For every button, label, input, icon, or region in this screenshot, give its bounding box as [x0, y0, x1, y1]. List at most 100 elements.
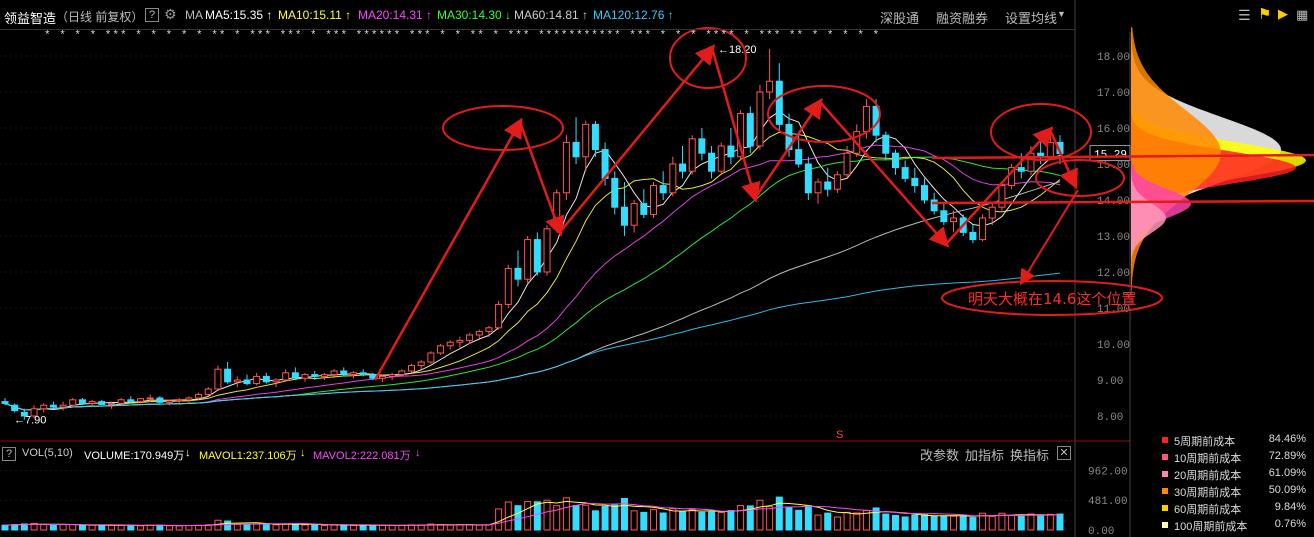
volume-bar: [446, 524, 454, 531]
price-tick-label: 10.00: [1097, 340, 1130, 352]
help-icon[interactable]: ?: [145, 8, 159, 22]
toolbar-lines-icon[interactable]: ☰: [1238, 7, 1251, 23]
cost-distribution-band: [1131, 27, 1166, 424]
volume-bar: [882, 513, 890, 531]
cost-legend-item: 10周期前成本 72.89%: [1162, 450, 1314, 465]
candle-body: [930, 199, 938, 212]
cost-legend-item: 100周期前成本 0.76%: [1162, 518, 1314, 533]
candle-body: [979, 217, 987, 241]
candle-body: [669, 163, 677, 194]
stock-name[interactable]: 领益智造: [4, 11, 57, 26]
candle-body: [233, 379, 241, 383]
volume-bar: [466, 524, 474, 531]
volume-bar: [1037, 515, 1045, 531]
candle-body: [388, 374, 396, 377]
volume-bar: [843, 511, 851, 531]
candle-body: [504, 267, 512, 305]
volume-bar: [679, 511, 687, 531]
volume-bar: [998, 512, 1006, 531]
volume-bar: [833, 516, 841, 531]
ma-item-2: MA20:14.31 ↑: [358, 8, 433, 22]
candle-body: [824, 181, 832, 190]
candle-body: [117, 399, 125, 404]
legend-pct: 0.76%: [1274, 518, 1306, 530]
volume-bar: [349, 524, 357, 531]
menu-margin-trading[interactable]: 融资融券: [936, 11, 989, 26]
volume-bar: [562, 497, 570, 531]
volume-bar: [572, 504, 580, 531]
volume-bar: [911, 514, 919, 531]
volume-bar: [475, 524, 483, 531]
close-icon[interactable]: ✕: [1057, 446, 1071, 460]
legend-swatch: [1162, 488, 1168, 494]
period-label[interactable]: （日线 前复权）: [56, 10, 144, 24]
volume-bar: [378, 524, 386, 531]
volume-tick-label: 0.00: [1088, 526, 1114, 537]
candle-body: [88, 401, 96, 404]
candle-body: [543, 228, 551, 273]
flag-icon[interactable]: ⚑: [1258, 6, 1272, 23]
volume-bar: [601, 505, 609, 531]
volume-bar: [969, 517, 977, 531]
cost-legend-item: 5周期前成本 84.46%: [1162, 433, 1314, 448]
chevron-down-icon[interactable]: ▼: [1057, 9, 1066, 19]
add-indicator-button[interactable]: 加指标: [965, 448, 1005, 463]
volume-bar: [804, 505, 812, 531]
play-icon[interactable]: ▶: [1278, 6, 1288, 21]
cost-distribution-band: [1131, 27, 1221, 424]
trend-arrow: [819, 101, 950, 248]
switch-indicator-button[interactable]: 换指标: [1010, 448, 1050, 463]
volume-bar: [117, 524, 125, 531]
change-params-button[interactable]: 改参数: [920, 448, 960, 463]
candle-body: [524, 239, 532, 280]
volume-value: VOLUME:170.949万: [84, 450, 185, 462]
price-tick-label: 17.00: [1097, 88, 1130, 100]
candle-body: [950, 217, 958, 223]
ma-item-4: MA60:14.81 ↑: [514, 8, 589, 22]
volume-bar: [495, 508, 503, 531]
volume-bar: [1056, 513, 1064, 531]
volume-bar: [330, 524, 338, 531]
note-arrow: [1019, 189, 1079, 286]
calendar-icon[interactable]: ▦: [1296, 7, 1309, 22]
volume-bar: [166, 525, 174, 531]
candle-body: [514, 267, 522, 280]
menu-shenguttong[interactable]: 深股通: [880, 11, 920, 26]
candle-body: [408, 365, 416, 372]
ma-item-3: MA30:14.30 ↓: [437, 8, 512, 22]
volume-bar: [78, 524, 86, 531]
volume-help-icon[interactable]: ?: [2, 447, 16, 461]
volume-bar: [611, 504, 619, 531]
price-tick-label: 18.00: [1097, 52, 1130, 64]
candle-body: [417, 361, 425, 367]
volume-bar: [533, 501, 541, 531]
volume-bar: [717, 512, 725, 531]
volume-bar: [69, 524, 77, 531]
volume-bar: [920, 514, 928, 531]
legend-name: 60周期前成本: [1174, 504, 1242, 516]
legend-swatch: [1162, 437, 1168, 443]
candle-body: [282, 372, 290, 381]
volume-bar: [582, 504, 590, 531]
menu-set-ma[interactable]: 设置均线: [1005, 11, 1058, 26]
candle-body: [146, 397, 154, 400]
candle-body: [49, 404, 57, 408]
gear-icon[interactable]: ⚙: [164, 6, 177, 22]
candle-body: [1046, 141, 1054, 158]
candle-body: [204, 388, 212, 395]
volume-bar: [775, 496, 783, 531]
candle-body: [717, 145, 725, 172]
volume-bar: [49, 524, 57, 531]
candle-body: [795, 149, 803, 165]
volume-bar: [127, 524, 135, 531]
candle-body: [582, 123, 590, 158]
candle-body: [320, 374, 328, 377]
candle-body: [562, 141, 570, 194]
ma-line-ma60: [4, 181, 1061, 411]
candle-body: [1027, 152, 1035, 172]
volume-bar: [224, 520, 232, 531]
volume-bar: [417, 524, 425, 531]
price-tick-label: 13.00: [1097, 232, 1130, 244]
volume-header: ? VOL(5,10) VOLUME:170.949万 ↓ MAVOL1:237…: [0, 445, 1075, 463]
